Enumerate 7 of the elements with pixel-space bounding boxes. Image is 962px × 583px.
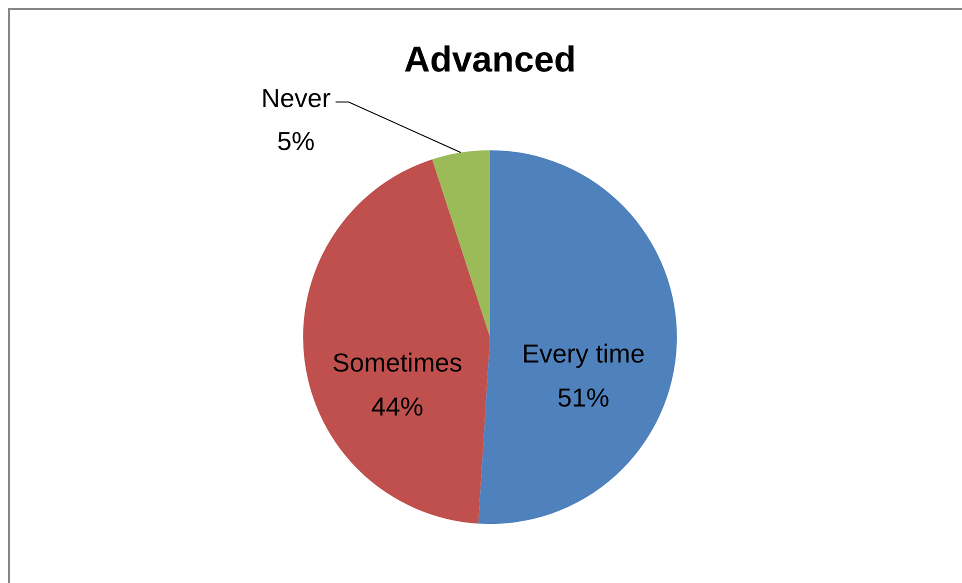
slice-label: Every time [522,338,645,369]
slice-label: Sometimes [332,347,462,378]
chart-title: Advanced [404,38,576,80]
data-label: 44% [371,391,424,422]
data-label: 5% [277,126,315,156]
data-label: 51% [557,382,610,413]
slice-label: Never [261,83,331,114]
